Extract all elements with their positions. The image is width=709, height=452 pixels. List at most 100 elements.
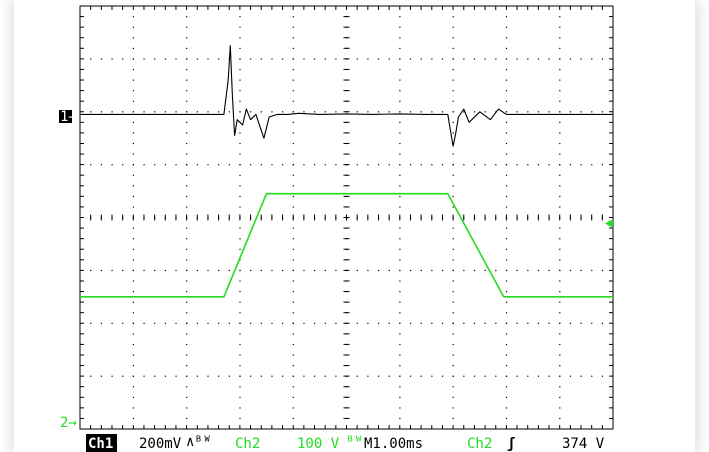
grid-dot [133,101,134,102]
grid-dot [90,376,91,377]
grid-dot [463,164,464,165]
grid-dot [133,249,134,250]
grid-dot [517,58,518,59]
grid-dot [250,58,251,59]
grid-dot [602,58,603,59]
grid-dot [186,333,187,334]
grid-dot [367,111,368,112]
grid-dot [474,323,475,324]
grid-dot [133,228,134,229]
grid-dot [602,270,603,271]
grid-dot [293,312,294,313]
grid-dot [506,333,507,334]
grid-dot [293,175,294,176]
grid-dot [218,270,219,271]
grid-dot [485,58,486,59]
grid-dot [559,175,560,176]
grid-dot [442,270,443,271]
grid-dot [495,58,496,59]
grid-dot [442,58,443,59]
grid-dot [399,80,400,81]
grid-dot [399,365,400,366]
grid-dot [293,90,294,91]
grid-dot [559,270,560,271]
grid-dot [165,323,166,324]
grid-dot [559,376,560,377]
grid-dot [133,58,134,59]
grid-dot [90,58,91,59]
grid-dot [175,323,176,324]
grid-dot [186,418,187,419]
grid-dot [303,270,304,271]
grid-dot [410,323,411,324]
grid-dot [357,164,358,165]
grid-dot [506,259,507,260]
grid-dot [463,323,464,324]
grid-dot [399,280,400,281]
grid-dot [453,397,454,398]
grid-dot [559,344,560,345]
grid-dot [399,27,400,28]
grid-dot [186,111,187,112]
grid-dot [186,196,187,197]
grid-dot [495,323,496,324]
grid-dot [122,323,123,324]
grid-dot [293,354,294,355]
grid-dot [239,196,240,197]
grid-dot [538,323,539,324]
ch2-marker: 2→ [60,415,77,431]
grid-dot [399,291,400,292]
grid-dot [293,164,294,165]
grid-dot [495,376,496,377]
grid-dot [111,164,112,165]
grid-dot [133,280,134,281]
grid-dot [399,323,400,324]
grid-dot [133,143,134,144]
grid-dot [325,376,326,377]
grid-dot [453,27,454,28]
grid-dot [239,27,240,28]
grid-dot [453,154,454,155]
grid-dot [314,323,315,324]
grid-dot [239,143,240,144]
grid-dot [453,312,454,313]
grid-dot [293,228,294,229]
grid-dot [453,354,454,355]
grid-dot [357,270,358,271]
grid-dot [378,58,379,59]
grid-dot [186,270,187,271]
grid-dot [218,376,219,377]
grid-dot [239,407,240,408]
grid-dot [453,228,454,229]
grid-dot [453,111,454,112]
grid-dot [111,323,112,324]
grid-dot [239,101,240,102]
grid-dot [207,58,208,59]
grid-dot [303,58,304,59]
grid-dot [421,111,422,112]
grid-dot [165,376,166,377]
grid-dot [154,270,155,271]
grid-dot [506,344,507,345]
grid-dot [399,37,400,38]
grid-dot [314,111,315,112]
grid-dot [239,302,240,303]
grid-dot [293,143,294,144]
grid-dot [506,37,507,38]
grid-dot [559,418,560,419]
grid-dot [453,386,454,387]
grid-dot [133,344,134,345]
grid-dot [602,376,603,377]
grid-dot [399,111,400,112]
grid-dot [399,143,400,144]
grid-dot [143,323,144,324]
grid-dot [101,111,102,112]
grid-dot [90,111,91,112]
grid-dot [570,58,571,59]
grid-dot [517,376,518,377]
grid-dot [186,302,187,303]
grid-dot [538,376,539,377]
grid-dot [186,101,187,102]
grid-dot [453,323,454,324]
grid-dot [165,270,166,271]
